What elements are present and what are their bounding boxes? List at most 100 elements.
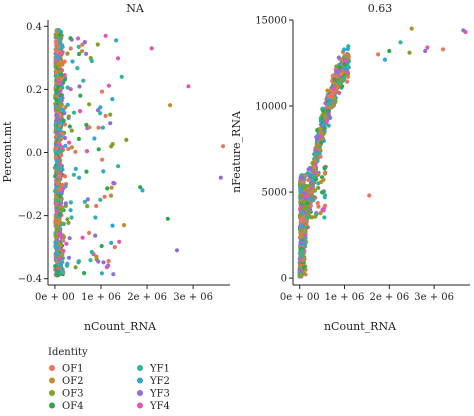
- data-point: [59, 107, 64, 112]
- legend-swatch: [137, 390, 143, 396]
- data-point: [326, 101, 332, 106]
- data-point: [327, 94, 332, 99]
- data-point: [62, 135, 67, 141]
- data-point: [299, 223, 304, 228]
- data-point: [98, 111, 103, 116]
- data-point: [116, 164, 121, 169]
- legend-label: YF4: [149, 401, 170, 412]
- panel-left-y-axis-title: Percent.mt: [1, 121, 14, 183]
- data-point: [95, 42, 100, 47]
- data-point: [54, 195, 59, 200]
- panel-left-title: NA: [126, 2, 145, 15]
- data-point: [317, 151, 322, 156]
- data-point: [321, 122, 326, 128]
- data-point: [64, 241, 69, 246]
- data-point: [304, 215, 309, 220]
- data-point: [76, 260, 81, 265]
- data-point: [68, 46, 73, 51]
- data-point: [318, 211, 323, 216]
- legend-label: YF2: [149, 376, 170, 387]
- data-point: [57, 262, 62, 267]
- data-point: [82, 199, 87, 204]
- data-point: [301, 199, 306, 204]
- data-point: [59, 207, 64, 212]
- data-point: [61, 248, 66, 254]
- data-point: [174, 248, 180, 253]
- data-point: [342, 47, 347, 52]
- data-point: [57, 256, 63, 261]
- data-point: [315, 144, 320, 149]
- data-point: [311, 197, 316, 203]
- data-point: [317, 147, 322, 152]
- data-point: [62, 73, 67, 78]
- data-point: [84, 149, 90, 154]
- data-point: [59, 153, 64, 158]
- data-point: [100, 125, 105, 130]
- data-point: [55, 130, 60, 135]
- data-point: [323, 115, 328, 120]
- data-point: [319, 140, 324, 145]
- data-point: [54, 228, 59, 233]
- data-point: [92, 136, 97, 141]
- panel-left-x-tick-label: 1e + 06: [81, 292, 121, 303]
- data-point: [54, 208, 59, 213]
- data-point: [89, 249, 94, 255]
- data-point: [308, 194, 313, 199]
- data-point: [321, 177, 326, 182]
- data-point: [58, 137, 64, 142]
- data-point: [60, 252, 65, 257]
- data-point: [59, 72, 64, 78]
- data-point: [318, 154, 323, 159]
- panel-left-y-tick-label: 0.0: [26, 148, 42, 159]
- legend-swatch: [49, 390, 55, 396]
- data-point: [318, 130, 324, 136]
- data-point: [96, 259, 101, 264]
- data-point: [105, 186, 110, 191]
- data-point: [110, 223, 115, 228]
- data-point: [56, 55, 61, 60]
- data-point: [67, 236, 72, 241]
- legend-label: YF3: [149, 389, 170, 400]
- panel-right-x-tick-label: 1e + 06: [325, 292, 365, 303]
- data-point: [69, 145, 74, 150]
- data-point: [346, 44, 351, 49]
- data-point: [306, 210, 311, 215]
- data-point: [149, 46, 154, 51]
- data-point: [306, 177, 311, 183]
- panel-left-x-tick-label: 2e + 06: [127, 292, 167, 303]
- data-point: [57, 212, 62, 217]
- data-point: [82, 271, 87, 276]
- data-point: [117, 239, 122, 244]
- data-point: [76, 136, 81, 141]
- data-point: [124, 137, 129, 142]
- data-point: [168, 103, 173, 108]
- data-point: [106, 83, 111, 88]
- data-point: [441, 47, 446, 52]
- data-point: [85, 204, 90, 209]
- data-point: [77, 84, 82, 89]
- data-point: [345, 70, 350, 75]
- data-point: [73, 149, 78, 154]
- data-point: [298, 257, 303, 262]
- data-point: [305, 201, 310, 206]
- data-point: [110, 142, 115, 147]
- data-point: [331, 90, 336, 96]
- data-point: [308, 203, 313, 208]
- data-point: [382, 57, 387, 62]
- data-point: [339, 84, 344, 89]
- data-point: [106, 259, 111, 264]
- data-point: [312, 165, 317, 170]
- data-point: [326, 123, 331, 128]
- data-point: [60, 132, 65, 137]
- data-point: [93, 233, 98, 238]
- data-point: [93, 215, 98, 220]
- data-point: [119, 74, 124, 79]
- data-point: [305, 204, 310, 209]
- data-point: [55, 107, 60, 112]
- data-point: [310, 160, 315, 166]
- data-point: [344, 58, 349, 63]
- panel-left-x-tick-label: 3e + 06: [173, 292, 213, 303]
- data-point: [77, 51, 82, 57]
- data-point: [59, 145, 64, 150]
